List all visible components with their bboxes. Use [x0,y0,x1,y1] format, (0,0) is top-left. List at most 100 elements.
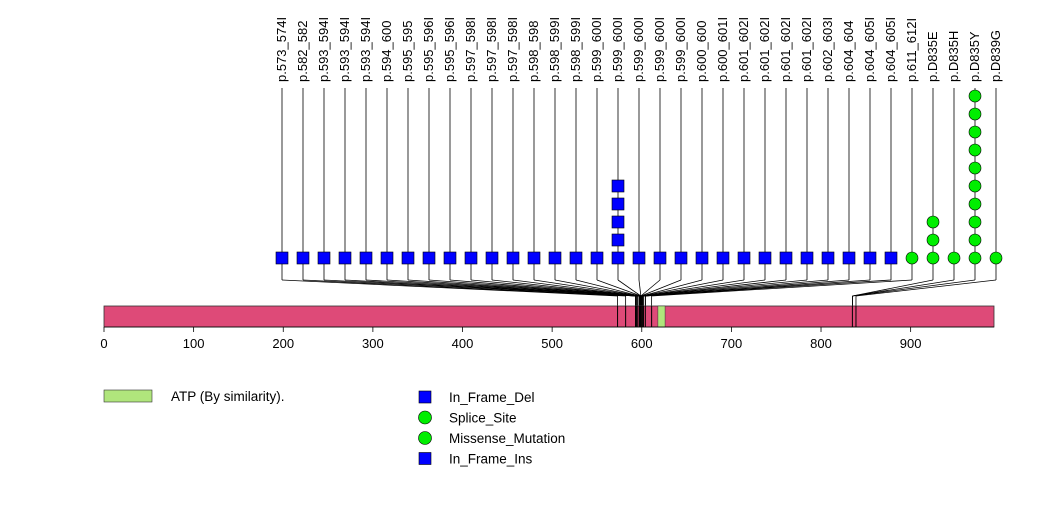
mutation-label: p.600_600 [694,21,709,82]
mutation-label: p.595_596I [442,17,457,82]
lollipop-marker-circle [905,251,919,265]
lollipop-markers [275,89,1003,265]
mutation-label: p.601_602I [736,17,751,82]
lollipop-marker-circle [926,251,940,265]
lollipop-connector [855,279,997,297]
lollipop-connector [852,279,955,297]
lollipop-connector [302,279,626,297]
lollipop-marker-square [590,251,604,265]
mutation-label: p.D835Y [967,31,982,82]
legend: ATP (By similarity). In_Frame_Del Splice_S… [103,389,565,467]
lollipop-marker-square [611,215,625,229]
axis-tick-label: 0 [100,336,107,351]
axis-tick-label: 100 [183,336,205,351]
lollipop-connector [512,279,640,297]
lollipop-marker-circle [989,251,1003,265]
axis-tick-label: 200 [272,336,294,351]
lollipop-marker-circle [968,107,982,121]
lollipop-connector [491,279,640,297]
lollipop-marker-square [485,251,499,265]
lollipop-connector [852,279,976,297]
mutation-label: p.597_598I [484,17,499,82]
lollipop-connector [641,279,724,297]
x-axis: 0 100 200 300 400 500 600 700 800 900 [100,326,994,351]
mutation-label: p.599_600I [589,17,604,82]
mutation-label: p.595_596I [421,17,436,82]
mutation-label: p.595_595 [400,21,415,82]
lollipop-marker-square [422,251,436,265]
lollipop-marker-square [296,251,310,265]
lollipop-marker-circle [968,251,982,265]
lollipop-marker-square [338,251,352,265]
protein-bar [103,305,995,328]
lollipop-marker-circle [926,215,940,229]
lollipop-marker-square [674,251,688,265]
lollipop-marker-square [800,251,814,265]
legend-swatch-circle [418,431,432,445]
lollipop-connector [641,279,703,297]
lollipop-connector [596,279,642,297]
mutation-label: p.601_602I [778,17,793,82]
lollipop-connector [281,279,618,297]
mutation-label: p.598_599I [568,17,583,82]
lollipop-connector [651,279,913,297]
mutation-label: p.D835H [946,31,961,82]
protein-domain [657,305,666,328]
lollipop-marker-circle [968,197,982,211]
mutation-label: p.599_600I [673,17,688,82]
mutation-label: p.597_598I [463,17,478,82]
mutation-label: p.593_594I [358,17,373,82]
lollipop-connector [617,279,642,297]
lollipop-connector [533,279,641,297]
mutation-label: p.D839G [988,30,1003,82]
protein-track [103,305,995,328]
lollipop-marker-circle [968,143,982,157]
lollipop-marker-square [821,251,835,265]
mutation-label: p.597_598I [505,17,520,82]
axis-tick-label: 600 [631,336,653,351]
mutation-label: p.D835E [925,31,940,82]
mutation-label: p.611_612I [904,18,919,82]
mutation-label: p.604_605I [862,17,877,82]
axis-tick-label: 500 [541,336,563,351]
lollipop-marker-square [863,251,877,265]
lollipop-connector [554,279,641,297]
legend-swatch-square [418,390,432,404]
lollipop-connector [638,279,642,297]
mutation-label: p.573_574I [274,17,289,82]
mutation-label: p.598_599I [547,17,562,82]
mutation-label: p.593_594I [316,17,331,82]
lollipop-connector [575,279,641,297]
lollipop-marker-square [611,197,625,211]
lollipop-connector [640,279,682,297]
mutation-label: p.604_605I [883,17,898,82]
lollipop-connector [640,279,661,297]
mutation-label: p.598_598 [526,21,541,82]
lollipop-marker-square [443,251,457,265]
lollipop-marker-square [359,251,373,265]
legend-domain-label: ATP (By similarity). [171,389,285,404]
mutation-label: p.601_602I [799,17,814,82]
lollipop-marker-square [527,251,541,265]
lollipop-marker-square [695,251,709,265]
lollipop-marker-square [884,251,898,265]
lollipop-marker-square [506,251,520,265]
lollipop-marker-square [653,251,667,265]
lollipop-marker-square [611,179,625,193]
legend-label: In_Frame_Ins [449,452,533,467]
lollipop-marker-square [737,251,751,265]
lollipop-marker-square [401,251,415,265]
axis-tick-label: 800 [810,336,832,351]
mutation-label: p.594_600 [379,21,394,82]
mutation-label: p.599_600I [631,17,646,82]
lollipop-stems [281,88,997,306]
lollipop-connector [852,279,934,297]
lollipop-marker-square [758,251,772,265]
lollipop-marker-circle [968,89,982,103]
lollipop-marker-square [275,251,289,265]
lollipop-marker-square [716,251,730,265]
legend-label: Splice_Site [449,411,517,426]
lollipop-marker-circle [968,161,982,175]
lollipop-marker-circle [968,179,982,193]
legend-domain-swatch [103,389,153,403]
